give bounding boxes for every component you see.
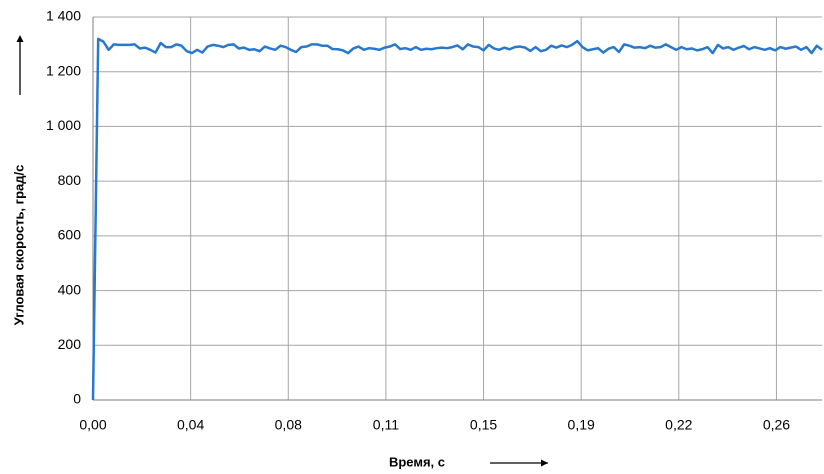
x-tick-label: 0,26 (763, 417, 790, 433)
y-tick-label: 600 (58, 227, 82, 243)
x-tick-label: 0,19 (568, 417, 595, 433)
y-tick-label: 0 (73, 391, 81, 407)
x-tick-label: 0,11 (373, 417, 399, 433)
x-tick-label: 0,00 (79, 417, 106, 433)
y-axis-title: Угловая скорость, град/с (11, 165, 26, 326)
y-axis-arrowhead (16, 35, 24, 42)
x-tick-label: 0,08 (275, 417, 302, 433)
x-tick-label: 0,04 (177, 417, 204, 433)
y-tick-label: 1 200 (46, 62, 81, 78)
y-tick-label: 1 000 (46, 117, 81, 133)
y-tick-label: 200 (58, 336, 82, 352)
x-tick-label: 0,22 (665, 417, 692, 433)
y-tick-label: 400 (58, 281, 82, 297)
y-tick-label: 1 400 (46, 8, 81, 24)
data-line (91, 37, 823, 401)
x-axis-arrowhead (541, 459, 548, 467)
x-axis-title: Время, с (389, 454, 445, 469)
x-tick-label: 0,15 (470, 417, 497, 433)
y-tick-label: 800 (58, 172, 82, 188)
